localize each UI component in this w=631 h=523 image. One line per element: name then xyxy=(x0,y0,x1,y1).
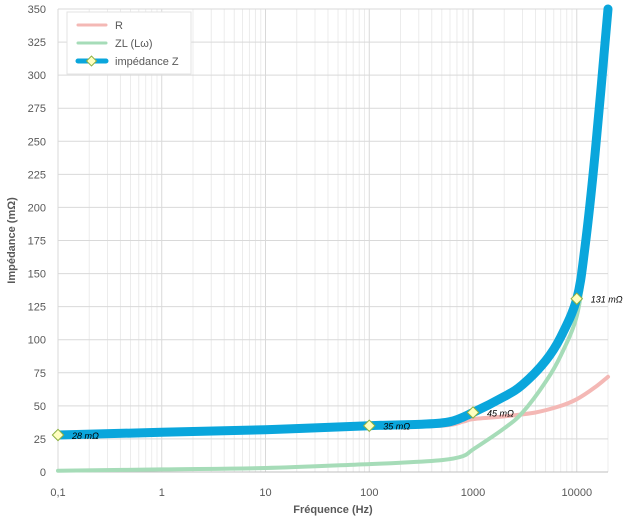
x-tick-label: 100 xyxy=(360,487,378,499)
y-tick-label: 200 xyxy=(28,202,46,214)
markers xyxy=(51,292,584,442)
grid xyxy=(57,8,609,473)
x-axis-title: Fréquence (Hz) xyxy=(293,504,373,516)
data-labels: 28 mΩ 35 mΩ 45 mΩ 131 mΩ xyxy=(71,295,623,441)
data-label: 28 mΩ xyxy=(71,431,99,441)
legend-label: R xyxy=(115,20,123,32)
z-point-marker xyxy=(362,419,376,433)
axes xyxy=(57,9,608,473)
y-tick-label: 350 xyxy=(28,4,46,16)
series-zl-line xyxy=(56,13,610,473)
data-label: 45 mΩ xyxy=(487,408,514,418)
y-tick-label: 175 xyxy=(28,236,46,248)
y-tick-label: 325 xyxy=(28,37,46,49)
x-tick-label: 10000 xyxy=(561,487,592,499)
legend-label: impédance Z xyxy=(115,56,179,68)
data-label: 35 mΩ xyxy=(383,422,410,432)
x-tick-label: 10 xyxy=(259,487,271,499)
y-tick-label: 225 xyxy=(28,169,46,181)
tick-labels: 0 25 50 75 100 125 150 175 200 225 250 275 300 325 350… xyxy=(28,4,592,499)
y-tick-label: 0 xyxy=(40,467,46,479)
y-tick-label: 100 xyxy=(28,335,46,347)
legend-marker xyxy=(85,55,98,67)
z-point-marker xyxy=(466,406,480,419)
y-tick-label: 50 xyxy=(34,401,46,413)
data-label: 131 mΩ xyxy=(591,295,623,305)
x-tick-label: 0,1 xyxy=(50,487,65,499)
y-tick-label: 125 xyxy=(28,302,46,314)
y-tick-label: 75 xyxy=(34,368,46,380)
legend-label: ZL (Lω) xyxy=(115,38,153,50)
y-tick-label: 300 xyxy=(28,70,46,82)
x-tick-label: 1000 xyxy=(461,487,485,499)
z-point-marker xyxy=(570,292,584,306)
y-tick-label: 25 xyxy=(34,434,46,446)
x-tick-label: 1 xyxy=(159,487,165,499)
legend: R ZL (Lω) impédance Z xyxy=(66,11,192,75)
series-layer xyxy=(53,4,613,473)
y-tick-label: 250 xyxy=(28,136,46,148)
series-z-line xyxy=(53,4,613,440)
y-axis-title: Impédance (mΩ) xyxy=(6,197,18,284)
z-point-marker xyxy=(51,428,65,442)
y-tick-label: 275 xyxy=(28,103,46,115)
y-tick-label: 150 xyxy=(28,269,46,281)
